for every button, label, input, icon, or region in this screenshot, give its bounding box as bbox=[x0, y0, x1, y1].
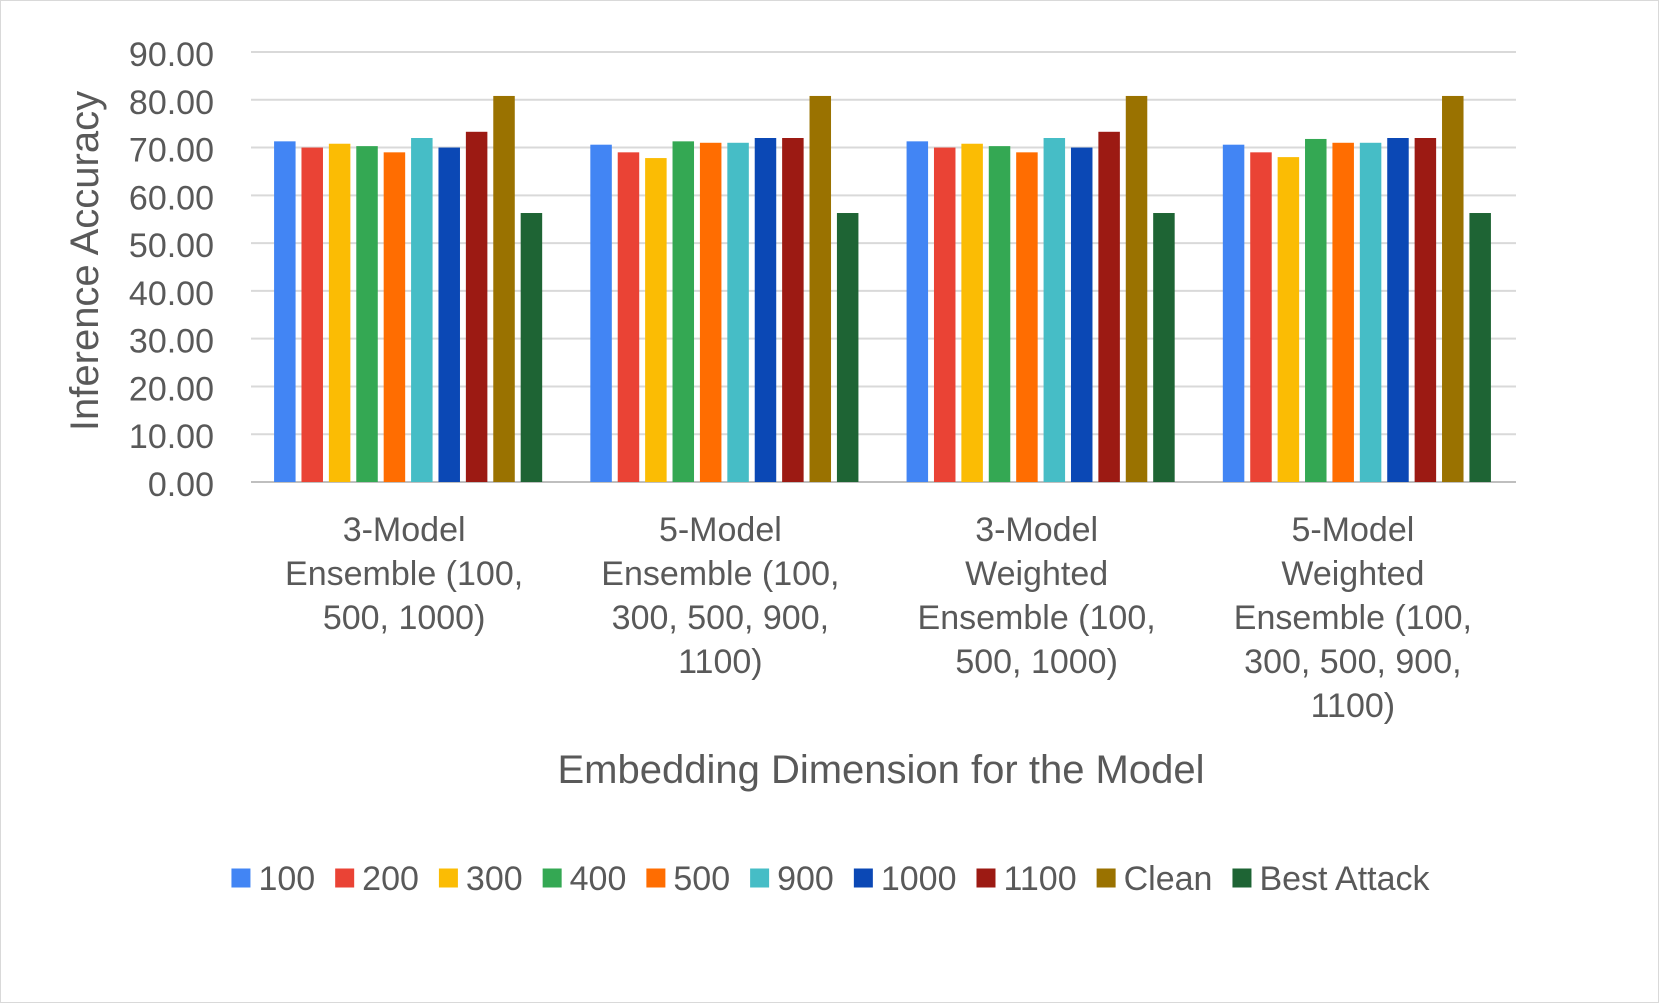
bar-1100 bbox=[1414, 138, 1437, 482]
legend-label: 500 bbox=[673, 860, 730, 898]
bar-300 bbox=[645, 158, 667, 483]
y-axis-ticks: 0.00 10.00 20.00 30.00 40.00 50.00 60.00 70.00 8… bbox=[129, 36, 214, 504]
bar-900 bbox=[1043, 138, 1066, 482]
y-tick-label: 40.00 bbox=[129, 275, 214, 313]
legend-label: 400 bbox=[570, 860, 627, 898]
legend-item-300: 300 bbox=[438, 860, 523, 898]
legend-item-900: 900 bbox=[750, 860, 834, 898]
bar-clean bbox=[493, 95, 515, 482]
bar-clean bbox=[1125, 95, 1148, 482]
bar-1000 bbox=[1387, 138, 1409, 482]
bar-400 bbox=[356, 146, 378, 482]
bar-200 bbox=[933, 147, 956, 483]
bar-1100 bbox=[465, 131, 488, 483]
bar-1000 bbox=[438, 147, 460, 483]
y-tick-label: 60.00 bbox=[129, 179, 214, 217]
bar-500 bbox=[1332, 142, 1354, 482]
bar-400 bbox=[672, 141, 695, 482]
bar-100 bbox=[590, 144, 612, 482]
bar-clean bbox=[809, 95, 832, 482]
bar-900 bbox=[411, 138, 433, 482]
legend-swatch bbox=[1232, 868, 1252, 888]
bar-500 bbox=[699, 142, 722, 482]
legend-item-clean: Clean bbox=[1096, 860, 1213, 898]
y-axis-title: Inference Accuracy bbox=[63, 91, 107, 431]
bar-900 bbox=[727, 142, 749, 482]
legend-label: Clean bbox=[1124, 860, 1213, 898]
bar-200 bbox=[301, 147, 323, 483]
bar-200 bbox=[617, 152, 640, 483]
y-tick-label: 70.00 bbox=[129, 132, 214, 170]
legend-label: 300 bbox=[466, 860, 523, 898]
bar-1100 bbox=[782, 138, 804, 482]
bar-best-attack bbox=[836, 213, 859, 482]
y-tick-label: 0.00 bbox=[148, 466, 214, 504]
x-category-label: 5-Model Ensemble (100, 300, 500, 900, 1100) bbox=[601, 511, 839, 681]
y-tick-label: 80.00 bbox=[129, 84, 214, 122]
legend-swatch bbox=[231, 868, 251, 888]
y-tick-label: 50.00 bbox=[129, 227, 214, 265]
bar-best-attack bbox=[1153, 213, 1175, 482]
x-axis-category-labels: 3-Model Ensemble (100, 500, 1000) 5-Model En… bbox=[285, 511, 1472, 725]
y-tick-label: 90.00 bbox=[129, 36, 214, 74]
legend-item-400: 400 bbox=[542, 860, 627, 898]
bar-100 bbox=[906, 141, 929, 482]
x-axis-title: Embedding Dimension for the Model bbox=[557, 748, 1204, 792]
legend-swatch bbox=[335, 868, 355, 888]
bar-500 bbox=[1016, 152, 1038, 483]
y-tick-label: 20.00 bbox=[129, 370, 214, 408]
legend: 100 200 300 400 500 900 1000 1100 Clean Best Atta… bbox=[231, 860, 1431, 898]
x-category-label: 5-Model Weighted Ensemble (100, 300, 500, 9… bbox=[1234, 511, 1472, 725]
legend-label: 1000 bbox=[881, 860, 957, 898]
bar-500 bbox=[383, 152, 406, 483]
legend-item-500: 500 bbox=[646, 860, 730, 898]
legend-swatch bbox=[853, 868, 873, 888]
bar-best-attack bbox=[520, 213, 543, 482]
legend-label: 100 bbox=[258, 860, 315, 898]
legend-item-100: 100 bbox=[231, 860, 315, 898]
legend-item-best-attack: Best Attack bbox=[1232, 860, 1431, 898]
legend-swatch bbox=[1096, 868, 1116, 888]
legend-swatch bbox=[976, 868, 996, 888]
bar-1000 bbox=[1070, 147, 1093, 483]
bar-300 bbox=[1277, 157, 1300, 482]
legend-item-1000: 1000 bbox=[853, 860, 957, 898]
bar-900 bbox=[1359, 142, 1382, 482]
legend-label: Best Attack bbox=[1259, 860, 1430, 898]
bar-1100 bbox=[1098, 131, 1120, 483]
legend-swatch bbox=[646, 868, 666, 888]
y-tick-label: 10.00 bbox=[129, 418, 214, 456]
bar-1000 bbox=[754, 138, 777, 482]
legend-item-1100: 1100 bbox=[976, 860, 1077, 898]
bar-100 bbox=[274, 141, 296, 482]
bar-100 bbox=[1222, 144, 1245, 482]
legend-label: 200 bbox=[362, 860, 419, 898]
legend-item-200: 200 bbox=[335, 860, 419, 898]
legend-swatch bbox=[542, 868, 562, 888]
legend-label: 900 bbox=[777, 860, 834, 898]
bar-200 bbox=[1250, 152, 1272, 483]
bar-best-attack bbox=[1469, 213, 1491, 482]
gridlines bbox=[251, 51, 1516, 483]
bar-clean bbox=[1442, 95, 1464, 482]
x-category-label: 3-Model Ensemble (100, 500, 1000) bbox=[285, 511, 523, 637]
legend-swatch bbox=[438, 868, 458, 888]
bar-300 bbox=[961, 143, 983, 482]
legend-label: 1100 bbox=[1003, 860, 1076, 898]
bar-400 bbox=[988, 146, 1011, 482]
bar-400 bbox=[1305, 138, 1327, 482]
bars bbox=[274, 95, 1491, 483]
x-category-label: 3-Model Weighted Ensemble (100, 500, 1000) bbox=[918, 511, 1156, 681]
y-tick-label: 30.00 bbox=[129, 323, 214, 361]
bar-300 bbox=[328, 143, 351, 482]
legend-swatch bbox=[750, 868, 770, 888]
